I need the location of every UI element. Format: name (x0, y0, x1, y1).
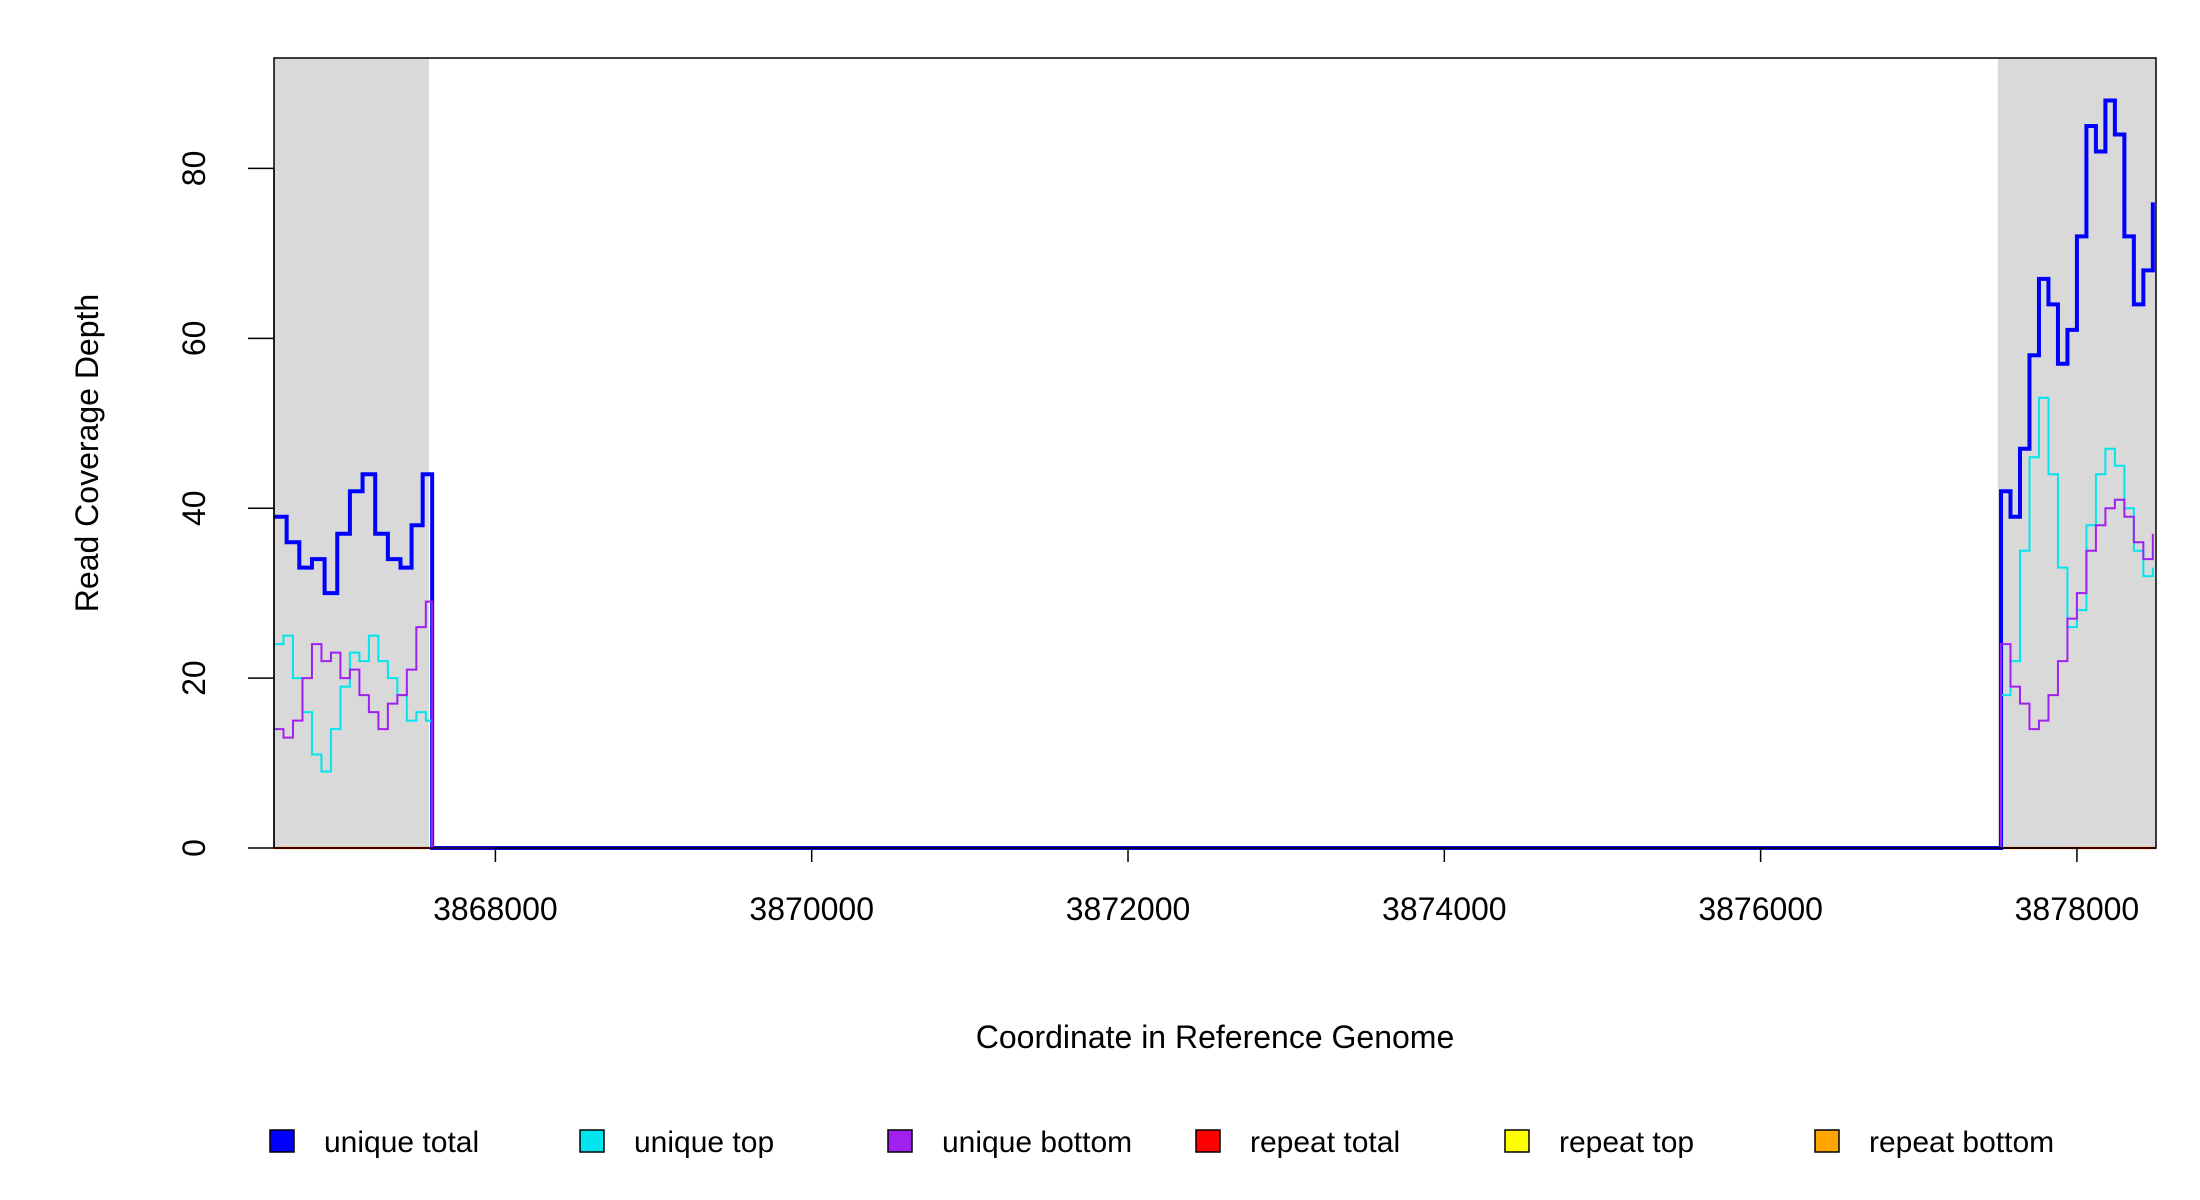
y-tick-label: 80 (176, 151, 212, 187)
shaded-regions (274, 58, 2156, 848)
legend-item: unique total (269, 1126, 479, 1159)
x-tick-label: 3874000 (1382, 891, 1507, 927)
x-tick-label: 3876000 (1698, 891, 1823, 927)
series-line-unique-top (274, 396, 2154, 849)
legend: unique total unique top unique bottom repea… (269, 1126, 2054, 1159)
legend-item: unique bottom (887, 1126, 1132, 1159)
series-line-unique-bottom (274, 498, 2154, 849)
y-tick-label: 60 (176, 321, 212, 357)
y-tick-label: 40 (176, 490, 212, 526)
x-axis-label: Coordinate in Reference Genome (976, 1019, 1455, 1055)
legend-swatch (269, 1129, 295, 1153)
legend-item: repeat bottom (1814, 1126, 2054, 1159)
x-tick-label: 3870000 (749, 891, 874, 927)
legend-label: unique bottom (942, 1126, 1132, 1159)
x-tick-label: 3868000 (433, 891, 558, 927)
x-tick-label: 3878000 (2015, 891, 2140, 927)
series-lines (274, 98, 2156, 850)
plot-frame (273, 57, 2157, 849)
legend-swatch (887, 1129, 913, 1153)
legend-item: repeat top (1504, 1126, 1694, 1159)
legend-swatch (1195, 1129, 1221, 1153)
legend-item: unique top (579, 1126, 774, 1159)
legend-swatch (1814, 1129, 1840, 1153)
y-axis-label: Read Coverage Depth (69, 294, 105, 612)
legend-item: repeat total (1195, 1126, 1400, 1159)
x-tick-label: 3872000 (1066, 891, 1191, 927)
series-line-unique-total (274, 98, 2155, 850)
shaded-region-1 (1997, 58, 2156, 848)
legend-label: unique top (634, 1126, 774, 1159)
legend-swatch (1504, 1129, 1530, 1153)
y-axis: 0 20 40 60 80 (176, 151, 275, 857)
shaded-region-0 (274, 58, 429, 848)
legend-label: unique total (324, 1126, 479, 1159)
legend-label: repeat total (1250, 1126, 1400, 1159)
legend-swatch (579, 1129, 605, 1153)
legend-label: repeat bottom (1869, 1126, 2054, 1159)
y-tick-label: 0 (176, 839, 212, 857)
legend-label: repeat top (1559, 1126, 1694, 1159)
x-axis: 3868000 3870000 3872000 3874000 3876000 38780… (433, 847, 2140, 927)
y-tick-label: 20 (176, 660, 212, 696)
